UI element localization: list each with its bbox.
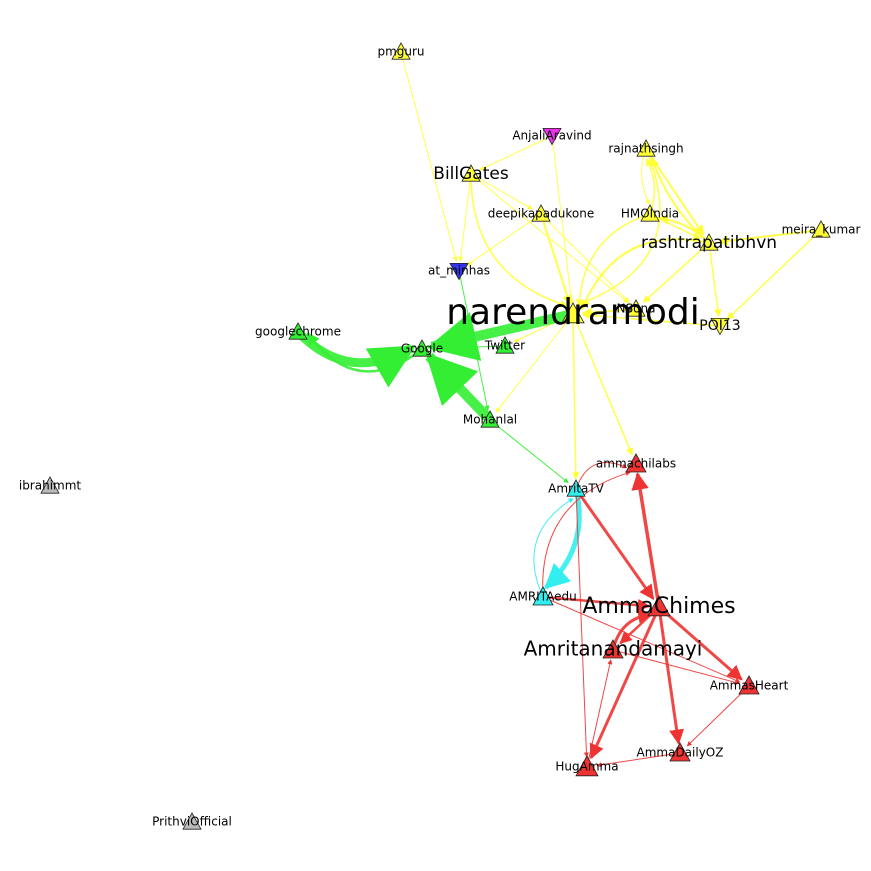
edge-rashtrapatibhvn-to-narendramodi bbox=[580, 238, 710, 311]
node-label-AmmaDailyOZ: AmmaDailyOZ bbox=[637, 746, 724, 760]
edge-meirakumar-to-POI13 bbox=[726, 229, 822, 320]
edge-deepikapadukone-to-at_minhas bbox=[466, 213, 542, 266]
node-label-AmmaChimes: AmmaChimes bbox=[582, 594, 735, 619]
node-AMRITAedu[interactable] bbox=[532, 586, 554, 606]
edge-AMRITAedu-to-ammachilabs bbox=[542, 471, 631, 598]
edge-AnjaliAravind-to-BillGates bbox=[479, 135, 553, 171]
node-ammachilabs[interactable] bbox=[625, 453, 647, 473]
node-deepikapadukone[interactable] bbox=[531, 204, 551, 222]
edge-Mohanlal-to-Google bbox=[425, 352, 494, 424]
node-HugAmma[interactable] bbox=[575, 755, 599, 777]
edges-layer bbox=[294, 51, 822, 768]
node-label-ibrahimmt: ibrahimmt bbox=[19, 479, 82, 493]
node-label-NSona: NSona bbox=[617, 302, 656, 316]
edge-narendramodi-to-Google bbox=[426, 309, 575, 361]
edge-BillGates-to-narendramodi bbox=[470, 173, 568, 308]
edge-AmmaChimes-to-ammachilabs bbox=[631, 472, 661, 608]
node-BillGates[interactable] bbox=[461, 164, 481, 182]
node-pmoindia[interactable] bbox=[391, 42, 411, 60]
node-Mohanlal[interactable] bbox=[480, 410, 500, 428]
edge-AMRITAedu-to-AmritaTV bbox=[533, 498, 574, 598]
node-label-HMOIndia: HMOIndia bbox=[621, 207, 679, 221]
node-label-Google: Google bbox=[401, 342, 443, 356]
edge-AmmaChimes-to-AmmaDailyOZ bbox=[657, 606, 685, 745]
edge-AmritaTV-to-HugAmma bbox=[575, 488, 589, 758]
edge-AmritaTV-to-AMRITAedu bbox=[544, 488, 582, 590]
node-NSona[interactable] bbox=[626, 299, 646, 317]
edge-AnjaliAravind-to-narendramodi bbox=[551, 135, 574, 305]
edge-BillGates-to-at_minhas bbox=[458, 173, 472, 262]
edge-POI13-to-narendramodi bbox=[582, 311, 721, 327]
node-Google[interactable] bbox=[412, 339, 432, 357]
edge-HMOIndia-to-narendramodi bbox=[575, 213, 651, 307]
node-label-AmritaTV: AmritaTV bbox=[548, 482, 605, 496]
node-label-at_minhas: at_minhas bbox=[428, 264, 490, 278]
edge-meirakumar-to-rashtrapatibhvn bbox=[717, 229, 822, 246]
node-AmritaTV[interactable] bbox=[566, 479, 586, 497]
node-label-AmmasHeart: AmmasHeart bbox=[710, 679, 789, 693]
node-Twitter[interactable] bbox=[495, 336, 515, 354]
node-label-Amritanandamayi: Amritanandamayi bbox=[524, 637, 703, 661]
edge-AMRITAedu-to-AmmaChimes bbox=[542, 595, 651, 612]
node-PrithviOfficial[interactable] bbox=[182, 812, 202, 830]
node-label-narendramodi: narendramodi bbox=[446, 292, 700, 333]
node-rashtrapatibhvn[interactable] bbox=[699, 233, 719, 251]
edge-narendramodi-to-ammachilabs bbox=[572, 313, 633, 456]
edge-rashtrapatibhvn-to-rajnathsingh bbox=[649, 156, 710, 244]
edge-AmritaTV-to-ammachilabs bbox=[575, 462, 628, 490]
node-label-HugAmma: HugAmma bbox=[555, 760, 618, 774]
edge-at_minhas-to-Mohanlal bbox=[458, 270, 490, 411]
edge-deepikapadukone-to-NSona bbox=[540, 213, 630, 303]
edge-pmoindia-to-at_minhas bbox=[400, 51, 458, 262]
node-AmmaDailyOZ[interactable] bbox=[669, 742, 691, 762]
edge-AmmaChimes-to-HugAmma bbox=[589, 606, 661, 760]
node-label-meirakumar: meira_kumar bbox=[782, 223, 861, 237]
node-label-ammachilabs: ammachilabs bbox=[596, 457, 676, 471]
node-label-deepikapadukone: deepikapadukone bbox=[488, 207, 594, 221]
node-AnjaliAravind[interactable] bbox=[542, 127, 562, 146]
edge-Twitter-to-Google bbox=[431, 345, 506, 351]
node-label-BillGates: BillGates bbox=[433, 164, 509, 184]
edge-rashtrapatibhvn-to-POI13 bbox=[708, 242, 722, 317]
node-Amritanandamayi[interactable] bbox=[602, 639, 624, 659]
node-label-AnjaliAravind: AnjaliAravind bbox=[512, 129, 591, 143]
node-rajnathsingh[interactable] bbox=[636, 139, 656, 157]
node-label-PrithviOfficial: PrithviOfficial bbox=[152, 815, 232, 829]
node-label-AMRITAedu: AMRITAedu bbox=[509, 590, 576, 604]
edge-rajnathsingh-to-narendramodi bbox=[576, 148, 661, 307]
nodes-layer bbox=[40, 42, 831, 830]
edge-HugAmma-to-Amritanandamayi bbox=[586, 659, 613, 768]
node-label-rashtrapatibhvn: rashtrapatibhvn bbox=[641, 233, 777, 253]
node-label-POI13: POI13 bbox=[699, 318, 740, 334]
node-ibrahimmt[interactable] bbox=[40, 476, 60, 494]
edge-narendramodi-to-AmritaTV bbox=[571, 313, 580, 480]
edge-AmmasHeart-to-AmmaDailyOZ bbox=[686, 685, 750, 747]
edge-AmmaDailyOZ-to-HugAmma bbox=[596, 752, 681, 768]
labels-layer: narendramodi pmguru AnjaliAravind rajnathsi… bbox=[19, 45, 861, 829]
edge-deepikapadukone-to-narendramodi bbox=[540, 213, 572, 306]
node-label-rajnathsingh: rajnathsingh bbox=[608, 142, 683, 156]
node-label-Twitter: Twitter bbox=[484, 339, 525, 353]
node-narendramodi[interactable] bbox=[561, 302, 585, 324]
edge-narendramodi-to-Mohanlal bbox=[495, 313, 574, 413]
edge-Google-to-googlechrome bbox=[306, 332, 423, 373]
node-googlechrome[interactable] bbox=[288, 322, 308, 340]
edge-rajnathsingh-to-HMOIndia bbox=[641, 148, 650, 205]
node-AmmaChimes[interactable] bbox=[647, 595, 671, 617]
node-meirakumar[interactable] bbox=[811, 220, 831, 238]
node-label-googlechrome: googlechrome bbox=[255, 325, 341, 339]
node-label-pmoindia: pmguru bbox=[377, 45, 424, 59]
edge-Amritanandamayi-to-AmmasHeart bbox=[612, 649, 740, 685]
edge-AMRITAedu-to-AmmasHeart bbox=[542, 596, 741, 683]
node-AmmasHeart[interactable] bbox=[738, 675, 760, 695]
edge-Mohanlal-to-AmritaTV bbox=[489, 419, 569, 484]
node-at_minhas[interactable] bbox=[449, 262, 469, 281]
node-label-Mohanlal: Mohanlal bbox=[463, 413, 517, 427]
edge-AmritaTV-to-AmmaChimes bbox=[574, 488, 655, 601]
node-HMOIndia[interactable] bbox=[640, 204, 660, 222]
node-POI13[interactable] bbox=[710, 317, 730, 336]
